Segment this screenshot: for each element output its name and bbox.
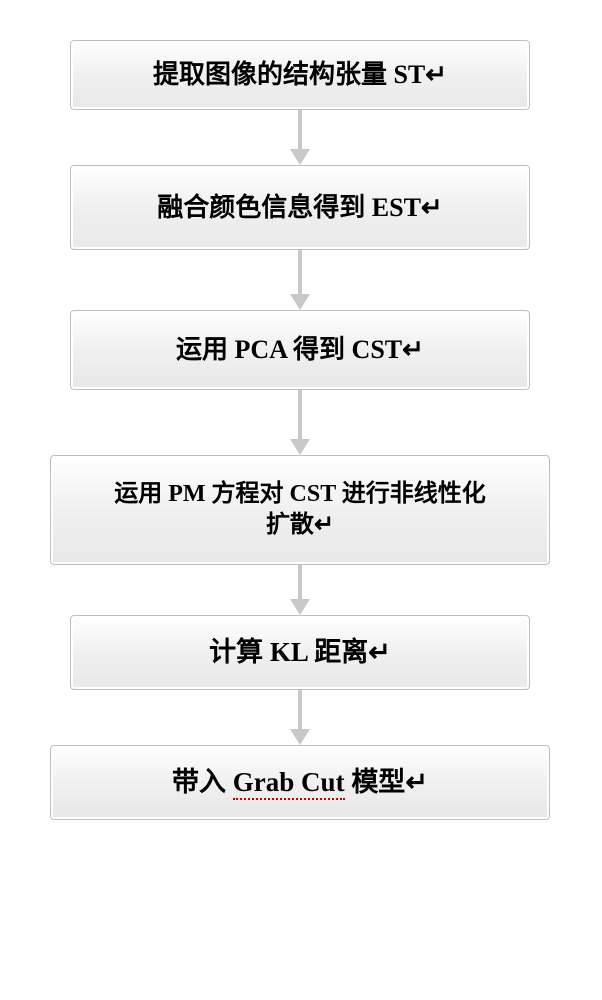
step-label-suffix: 模型 bbox=[345, 767, 406, 797]
reflow-mark: ↵ bbox=[368, 635, 391, 670]
reflow-mark: ↵ bbox=[402, 333, 424, 367]
reflow-mark: ↵ bbox=[314, 512, 334, 538]
step-label-line1: 运用 PM 方程对 CST 进行非线性化 bbox=[114, 481, 486, 507]
step-box-3: 运用 PCA 得到 CST↵ bbox=[70, 310, 530, 390]
step-box-1: 提取图像的结构张量 ST↵ bbox=[70, 40, 530, 110]
step-box-6: 带入 Grab Cut 模型↵ bbox=[50, 745, 550, 820]
arrow-4 bbox=[50, 565, 550, 615]
step-label-line2: 扩散 bbox=[266, 512, 314, 538]
arrow-1 bbox=[50, 110, 550, 165]
step-label: 计算 KL 距离 bbox=[209, 635, 368, 670]
step-box-2: 融合颜色信息得到 EST↵ bbox=[70, 165, 530, 250]
step-box-4: 运用 PM 方程对 CST 进行非线性化 扩散↵ bbox=[50, 455, 550, 565]
arrow-5 bbox=[50, 690, 550, 745]
reflow-mark: ↵ bbox=[421, 191, 443, 225]
reflow-mark: ↵ bbox=[405, 767, 428, 797]
arrow-3 bbox=[50, 390, 550, 455]
step-label-prefix: 带入 bbox=[172, 767, 233, 797]
step-label: 融合颜色信息得到 EST bbox=[157, 191, 421, 225]
step-label-underlined: Grab Cut bbox=[233, 767, 345, 800]
flowchart: 提取图像的结构张量 ST↵ 融合颜色信息得到 EST↵ 运用 PCA 得到 CS… bbox=[0, 0, 550, 820]
step-label: 提取图像的结构张量 ST bbox=[153, 58, 425, 92]
step-label: 运用 PCA 得到 CST bbox=[176, 333, 402, 367]
reflow-mark: ↵ bbox=[425, 58, 447, 92]
step-box-5: 计算 KL 距离↵ bbox=[70, 615, 530, 690]
arrow-2 bbox=[50, 250, 550, 310]
